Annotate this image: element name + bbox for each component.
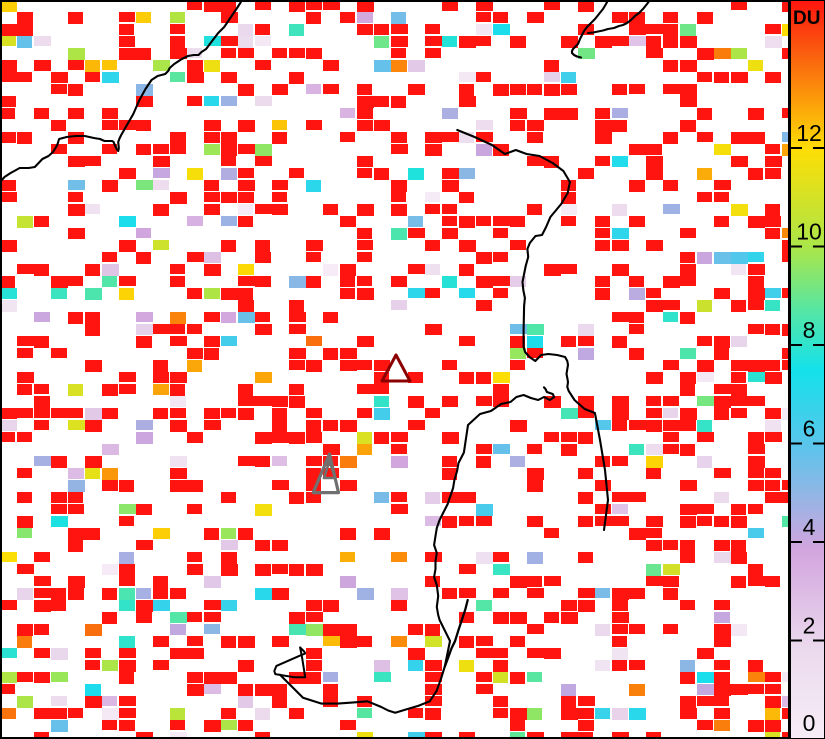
svg-text:0: 0: [803, 710, 816, 736]
svg-text:8: 8: [803, 317, 816, 343]
svg-text:6: 6: [803, 416, 816, 442]
svg-text:4: 4: [803, 514, 816, 540]
svg-text:DU: DU: [793, 8, 820, 29]
svg-text:2: 2: [803, 613, 816, 639]
svg-text:10: 10: [796, 219, 822, 245]
svg-text:12: 12: [796, 120, 822, 146]
